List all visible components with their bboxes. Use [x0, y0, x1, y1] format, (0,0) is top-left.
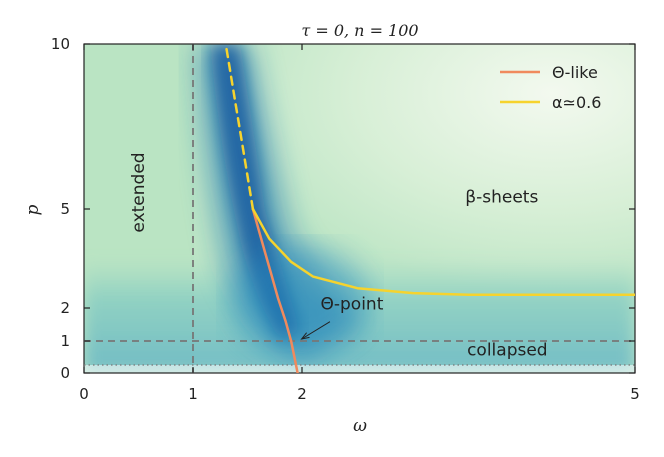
series-line-0 — [251, 207, 299, 373]
x-tick-label-2: 2 — [297, 385, 307, 403]
annotation-arrowhead-0 — [300, 332, 310, 340]
legend-label-theta-like: Θ-like — [552, 63, 598, 82]
x-axis-label: ω — [353, 416, 367, 436]
heatmap-field — [84, 44, 635, 373]
annotation-arrow-0 — [301, 321, 331, 340]
y-tick-label-4: 10 — [51, 35, 70, 53]
region-label-1: β-sheets — [465, 187, 538, 207]
chart-title: τ = 0, n = 100 — [301, 21, 418, 40]
x-tick-label-0: 0 — [79, 385, 89, 403]
series-line-2 — [224, 44, 255, 211]
series-layer — [224, 44, 635, 373]
tick-layer: 0 1 2 5 0 1 2 5 10 — [51, 35, 640, 403]
legend-label-alpha: α≃0.6 — [552, 93, 601, 112]
annotation-label-0: Θ-point — [321, 295, 384, 315]
y-tick-label-0: 0 — [60, 364, 70, 382]
y-axis-label: p — [23, 204, 43, 215]
region-label-2: collapsed — [467, 340, 548, 360]
x-tick-label-3: 5 — [630, 385, 640, 403]
y-tick-label-2: 2 — [60, 299, 70, 317]
legend: Θ-like α≃0.6 — [500, 63, 601, 112]
y-tick-label-3: 5 — [60, 200, 70, 218]
y-tick-label-1: 1 — [60, 332, 70, 350]
label-layer: extended β-sheets collapsed Θ-point — [129, 152, 548, 360]
series-line-1 — [251, 207, 635, 297]
x-tick-label-1: 1 — [188, 385, 198, 403]
region-label-0: extended — [129, 152, 149, 232]
reference-lines — [84, 44, 635, 373]
